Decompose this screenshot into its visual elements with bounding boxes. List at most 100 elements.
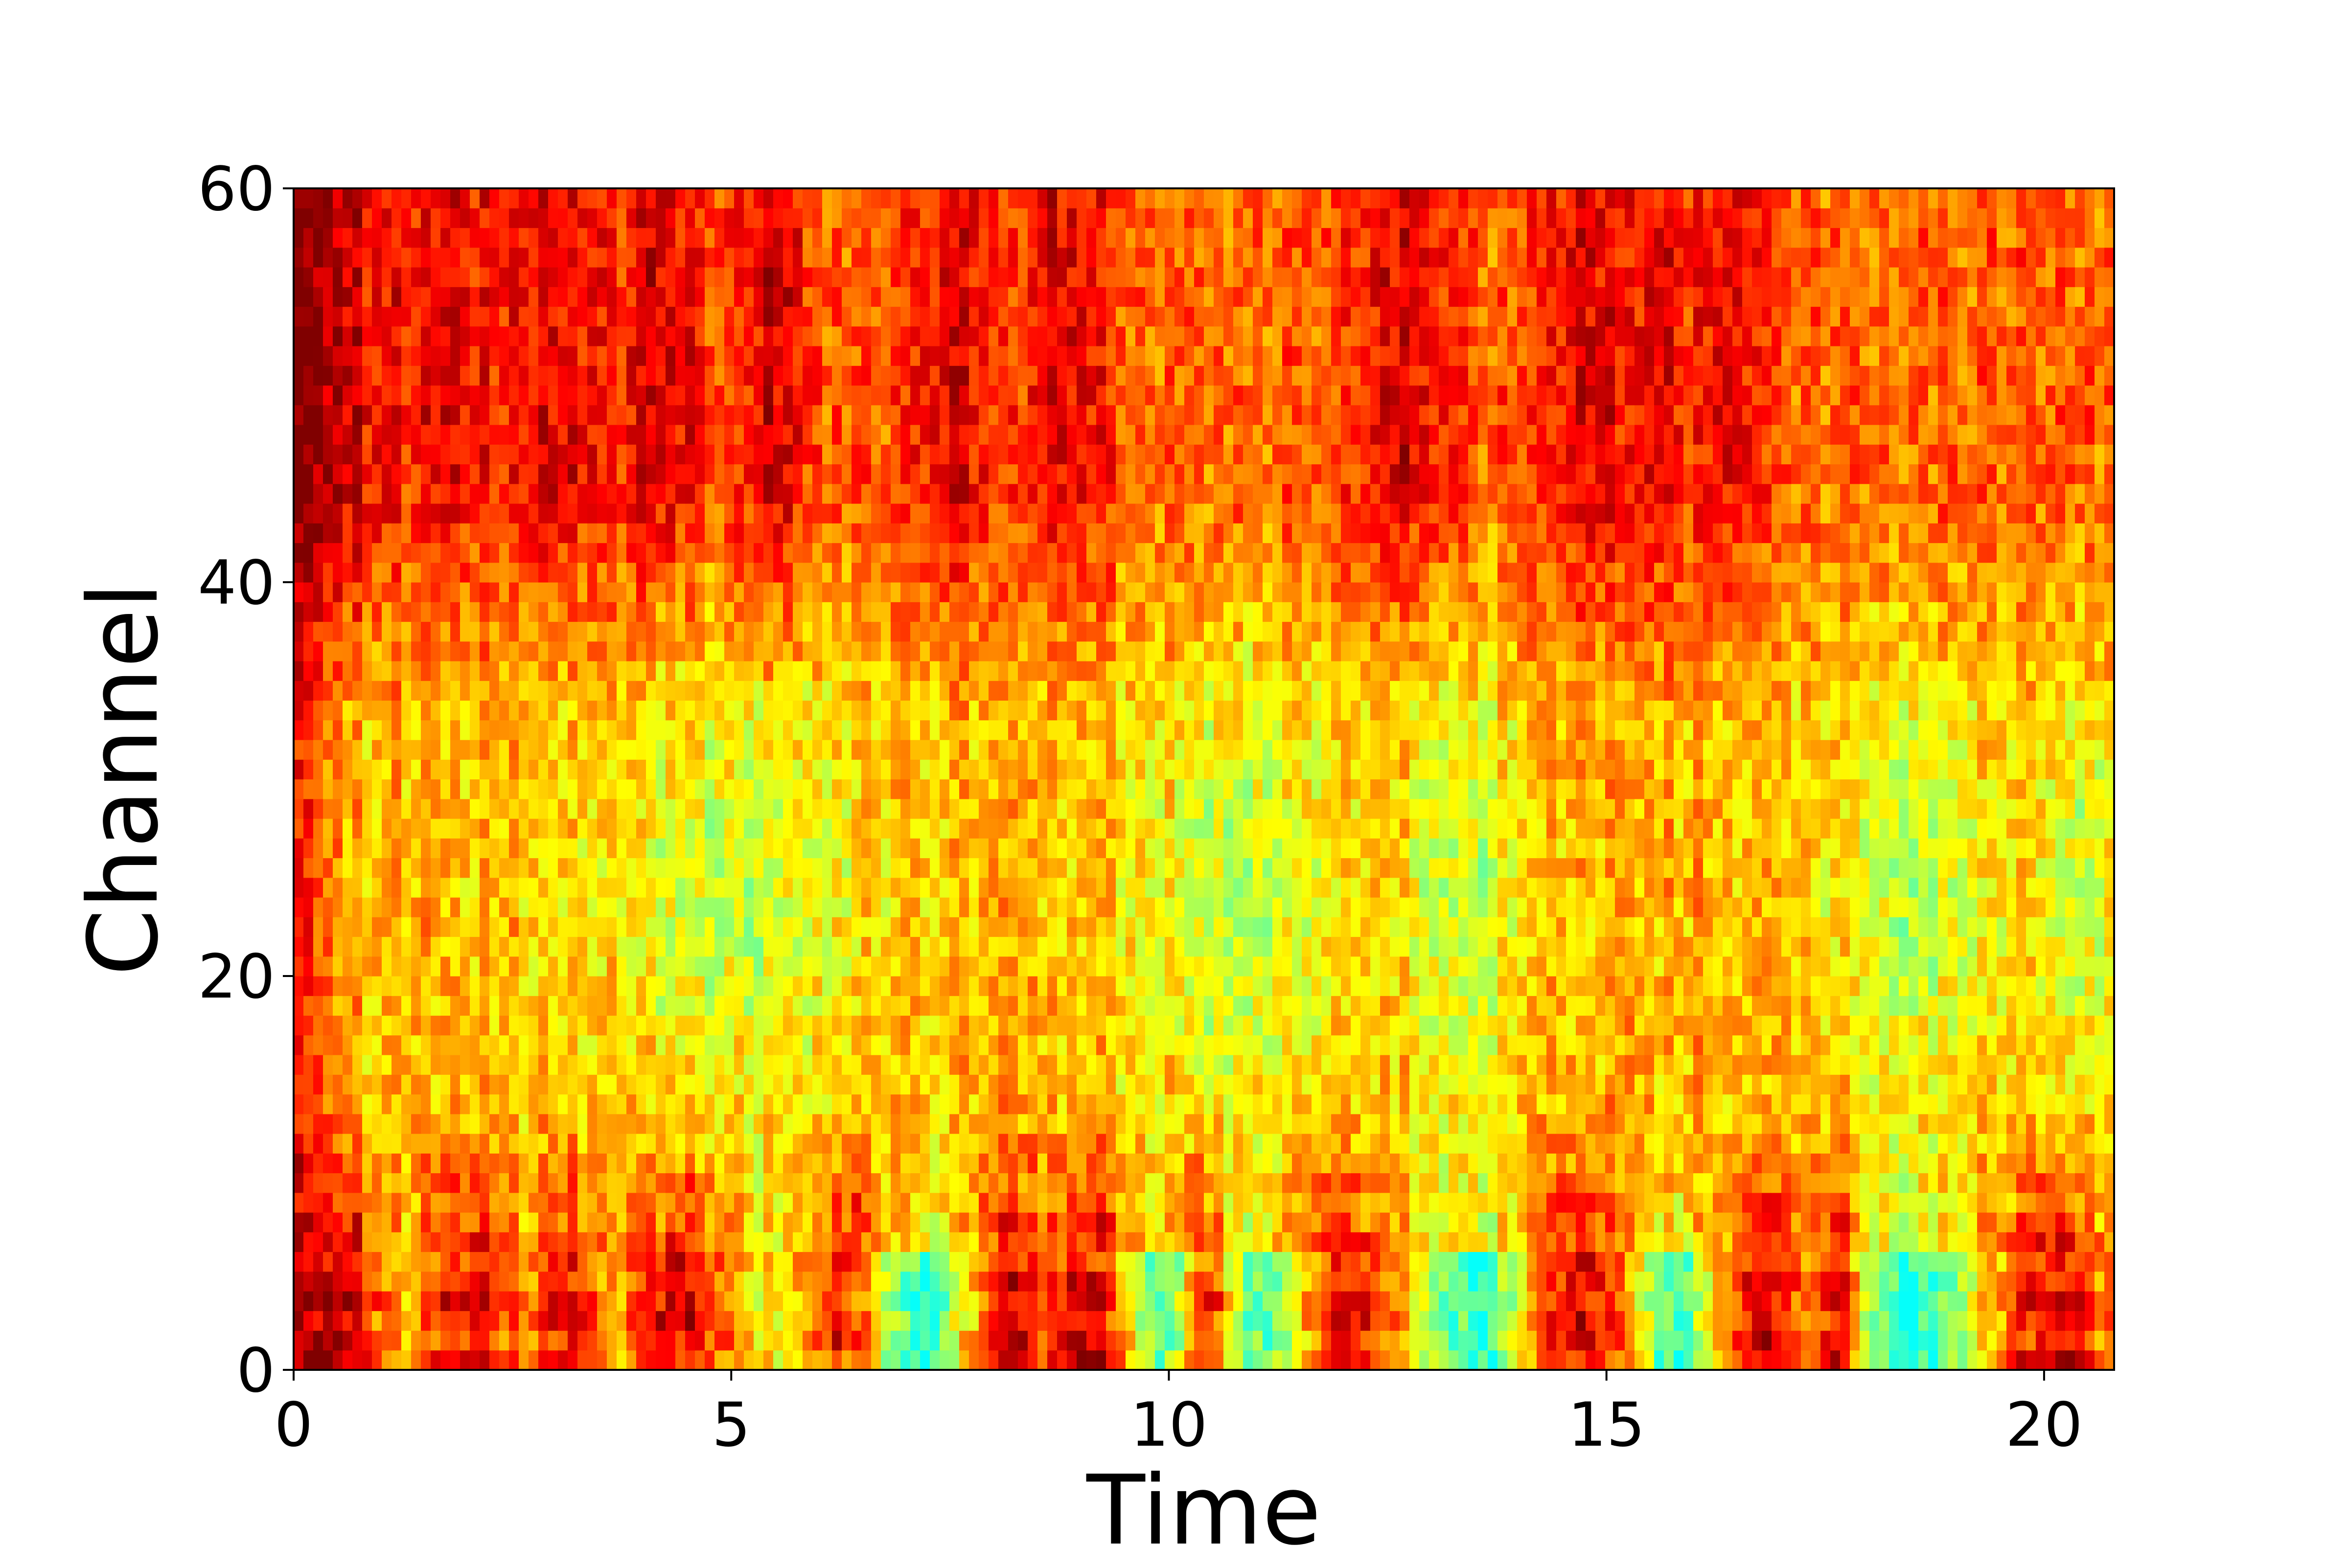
heatmap-cell [519, 1173, 529, 1193]
heatmap-cell [1204, 1173, 1214, 1193]
heatmap-cell [734, 1192, 744, 1213]
heatmap-cell [930, 917, 940, 937]
heatmap-cell [1194, 858, 1204, 878]
heatmap-cell [1615, 858, 1625, 878]
heatmap-cell [705, 1330, 715, 1351]
heatmap-cell [362, 917, 372, 937]
heatmap-cell [1958, 858, 1968, 878]
heatmap-cell [1106, 1311, 1116, 1331]
heatmap-cell [1977, 1232, 1987, 1252]
heatmap-cell [1840, 1251, 1850, 1272]
heatmap-cell [1272, 1055, 1283, 1075]
heatmap-cell [382, 1173, 392, 1193]
heatmap-cell [1625, 1074, 1635, 1095]
heatmap-cell [1762, 1330, 1772, 1351]
heatmap-cell [1351, 1350, 1361, 1370]
heatmap-cell [1360, 858, 1371, 878]
heatmap-cell [861, 1311, 872, 1331]
heatmap-cell [1106, 1035, 1116, 1055]
heatmap-cell [1644, 897, 1655, 917]
heatmap-cell [1360, 1134, 1371, 1154]
heatmap-cell [1429, 917, 1439, 937]
heatmap-cell [626, 1134, 637, 1154]
heatmap-cell [793, 897, 803, 917]
heatmap-cell [1390, 1035, 1400, 1055]
heatmap-cell [568, 1173, 578, 1193]
heatmap-cell [1801, 1134, 1811, 1154]
heatmap-cell [852, 1311, 862, 1331]
heatmap-cell [773, 1134, 783, 1154]
heatmap-cell [1723, 1212, 1733, 1232]
heatmap-cell [1625, 1271, 1635, 1292]
heatmap-cell [392, 1330, 402, 1351]
heatmap-cell [852, 877, 862, 898]
heatmap-cell [998, 1153, 1009, 1174]
heatmap-cell [372, 877, 382, 898]
heatmap-cell [1576, 1311, 1586, 1331]
heatmap-cell [910, 1350, 921, 1370]
heatmap-cell [1390, 1153, 1400, 1174]
heatmap-cell [1302, 917, 1312, 937]
heatmap-cell [1997, 1134, 2007, 1154]
heatmap-cell [891, 838, 901, 859]
heatmap-cell [1370, 996, 1381, 1016]
heatmap-cell [1850, 897, 1860, 917]
heatmap-cell [431, 1074, 441, 1095]
heatmap-cell [920, 1094, 930, 1114]
heatmap-cell [509, 1251, 519, 1272]
heatmap-cell [1723, 1311, 1733, 1331]
heatmap-cell [1077, 1173, 1087, 1193]
heatmap-cell [1341, 838, 1351, 859]
heatmap-cell [1938, 1055, 1948, 1075]
heatmap-cell [1292, 1232, 1302, 1252]
heatmap-cell [1312, 1074, 1322, 1095]
heatmap-cell [705, 976, 715, 996]
heatmap-cell [1654, 1114, 1664, 1134]
heatmap-cell [1830, 1212, 1841, 1232]
heatmap-cell [1458, 1153, 1469, 1174]
heatmap-cell [489, 1271, 500, 1292]
heatmap-cell [1312, 1094, 1322, 1114]
heatmap-cell [529, 917, 539, 937]
heatmap-cell [1635, 877, 1645, 898]
heatmap-cell [1615, 956, 1625, 977]
heatmap-cell [1909, 1153, 1919, 1174]
heatmap-cell [1106, 1153, 1116, 1174]
heatmap-cell [1967, 1271, 1978, 1292]
heatmap-cell [783, 897, 793, 917]
heatmap-cell [587, 976, 598, 996]
heatmap-cell [1018, 956, 1028, 977]
heatmap-cell [1977, 1153, 1987, 1174]
heatmap-cell [1605, 1094, 1615, 1114]
heatmap-cell [480, 1291, 490, 1311]
heatmap-cell [685, 1350, 695, 1370]
heatmap-cell [1302, 858, 1312, 878]
heatmap-cell [1654, 1134, 1664, 1154]
heatmap-cell [577, 917, 588, 937]
heatmap-cell [979, 877, 989, 898]
heatmap-cell [2085, 1035, 2095, 1055]
heatmap-cell [2026, 897, 2036, 917]
heatmap-cell [1429, 858, 1439, 878]
heatmap-cell [1449, 1074, 1459, 1095]
heatmap-cell [1077, 1212, 1087, 1232]
heatmap-cell [607, 877, 617, 898]
heatmap-cell [1184, 1271, 1195, 1292]
heatmap-cell [401, 1192, 412, 1213]
heatmap-cell [1174, 1232, 1185, 1252]
heatmap-cell [470, 1192, 480, 1213]
heatmap-cell [1419, 1311, 1429, 1331]
heatmap-cell [1732, 917, 1743, 937]
heatmap-cell [1772, 1173, 1782, 1193]
heatmap-cell [1899, 976, 1909, 996]
heatmap-cell [323, 976, 333, 996]
heatmap-cell [1742, 996, 1752, 1016]
heatmap-cell [1576, 996, 1586, 1016]
heatmap-cell [1018, 1311, 1028, 1331]
heatmap-cell [1752, 1251, 1762, 1272]
heatmap-cell [1390, 1192, 1400, 1213]
heatmap-cell [2016, 936, 2027, 957]
heatmap-cell [1077, 996, 1087, 1016]
heatmap-cell [1497, 1232, 1508, 1252]
heatmap-cell [401, 1055, 412, 1075]
